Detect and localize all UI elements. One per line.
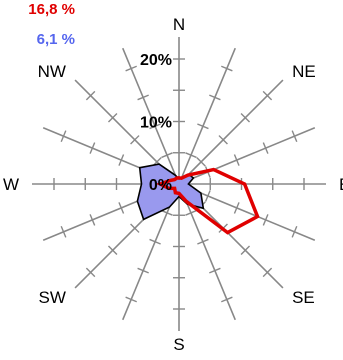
tick-NNW-20 [125,65,137,72]
tick-SSW-15 [137,267,149,274]
tick-SE-15 [240,245,251,256]
tick-NW-10 [130,135,140,145]
tick-WSW-15 [89,214,96,226]
spoke-NNE [178,47,236,185]
tick-ESE-15 [262,214,269,226]
tick-SW-10 [130,223,140,233]
spoke-ENE [178,127,316,185]
tick-WSW-10 [118,202,125,214]
legend-entry-blue-value: 6,1 % [37,31,75,48]
direction-label-NW: NW [38,62,66,81]
spoke-SSE [178,183,236,321]
ring-label-0: 0% [149,177,172,194]
tick-NE-15 [240,112,251,123]
tick-WSW-20 [60,226,67,238]
tick-SSE-20 [221,296,233,303]
direction-label-NE: NE [292,62,316,81]
tick-WNW-20 [60,130,67,142]
tick-NW-15 [107,112,118,123]
tick-NNW-5 [161,152,173,159]
tick-NNE-10 [197,123,209,130]
ring-label-10: 10% [140,115,172,132]
tick-WNW-10 [118,154,125,166]
direction-label-SE: SE [292,288,315,307]
tick-NNE-20 [221,65,233,72]
tick-ESE-10 [233,202,240,214]
series-layer [136,163,260,235]
tick-ESE-20 [291,226,298,238]
tick-SSW-5 [161,209,173,216]
tick-ENE-15 [262,142,269,154]
spoke-NE [178,79,284,185]
labels: 0% 10% 20% N NE E SE S SW W NW [3,15,343,354]
tick-NE-5 [196,157,206,167]
legend-entry-red-value: 16,8 % [28,1,75,18]
tick-SW-20 [85,267,96,278]
tick-NE-20 [262,90,273,101]
tick-SSE-10 [197,238,209,245]
tick-SSW-10 [149,238,161,245]
tick-NW-20 [85,90,96,101]
ring-label-20: 20% [140,52,172,69]
tick-ESE-5 [204,190,211,202]
tick-SSE-15 [209,267,221,274]
tick-SW-15 [107,245,118,256]
tick-NNE-5 [185,152,197,159]
tick-WNW-15 [89,142,96,154]
tick-SSE-5 [185,209,197,216]
direction-label-SW: SW [39,288,66,307]
tick-ENE-20 [291,130,298,142]
direction-label-S: S [173,335,184,354]
tick-NNE-15 [209,94,221,101]
direction-label-W: W [3,175,19,194]
tick-SE-20 [262,267,273,278]
tick-NNW-15 [137,94,149,101]
direction-label-N: N [173,15,185,34]
legend: 16,8 % 6,1 % [28,1,75,48]
tick-NNW-10 [149,123,161,130]
tick-ENE-10 [233,154,240,166]
spoke-NNW [122,47,180,185]
tick-SSW-20 [125,296,137,303]
tick-NE-10 [218,135,228,145]
direction-label-E: E [339,175,343,194]
